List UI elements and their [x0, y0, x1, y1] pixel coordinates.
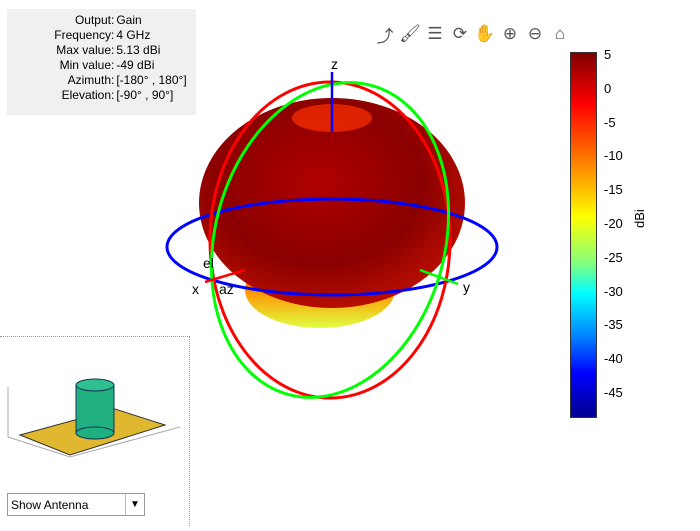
info-value: Gain — [116, 13, 142, 27]
colorbar-tick: -25 — [604, 249, 623, 265]
info-sep: : — [111, 28, 115, 42]
colorbar-tick: -15 — [604, 182, 623, 198]
colorbar-label: dBi — [632, 209, 647, 228]
data-tip-icon[interactable]: ☰ — [427, 24, 443, 43]
info-sep: : — [111, 13, 115, 27]
colorbar-tick: 5 — [604, 47, 612, 62]
y-axis-line — [419, 268, 459, 286]
figure-toolbar: ⤴ 🖌 ☰ ⟳ ✋ ⊕ ⊖ ⌂ — [374, 22, 571, 46]
info-row: Elevation : [-90° , 90°] — [7, 88, 196, 103]
info-value: [-180° , 180°] — [116, 73, 187, 87]
colorbar-tick: -40 — [604, 351, 623, 367]
pattern-main-lobe — [199, 98, 465, 308]
colorbar-tick: -30 — [604, 283, 623, 299]
pattern-info-panel: Output : Gain Frequency : 4 GHz Max value … — [7, 9, 196, 115]
dropdown-value: Show Antenna — [11, 497, 89, 512]
info-key: Frequency — [54, 28, 111, 42]
info-row: Max value : 5.13 dBi — [7, 43, 196, 58]
x-circle — [208, 80, 452, 400]
colorbar-tick: -5 — [604, 114, 616, 130]
colorbar-tick: -35 — [604, 317, 623, 333]
info-row: Min value : -49 dBi — [7, 58, 196, 73]
show-antenna-dropdown[interactable]: Show Antenna ▼ — [7, 493, 145, 516]
info-row: Output : Gain — [7, 13, 196, 28]
zoom-in-icon[interactable]: ⊕ — [502, 24, 518, 43]
colorbar-tick: -10 — [604, 148, 623, 164]
pan-hand-icon[interactable]: ✋ — [474, 24, 496, 43]
elevation-label: el — [203, 255, 214, 271]
antenna-preview — [0, 336, 190, 526]
info-value: 4 GHz — [116, 28, 151, 42]
z-axis-label: z — [331, 56, 338, 72]
x-axis-line — [204, 268, 246, 284]
info-key: Azimuth — [67, 73, 111, 87]
azimuth-label: az — [219, 281, 234, 297]
rotate-export-icon[interactable]: ⤴ — [376, 26, 394, 46]
info-sep: : — [111, 43, 115, 57]
rotate-3d-icon[interactable]: ⟳ — [452, 24, 468, 43]
info-sep: : — [111, 88, 115, 102]
colorbar-tick: 0 — [604, 80, 612, 96]
info-key: Min value — [59, 58, 111, 72]
info-row: Frequency : 4 GHz — [7, 28, 196, 43]
info-key: Output — [74, 13, 111, 27]
colorbar-tick: -20 — [604, 216, 623, 231]
y-axis-label: y — [463, 279, 470, 295]
y-circle — [209, 81, 451, 399]
info-value: 5.13 dBi — [116, 43, 161, 57]
brush-icon[interactable]: 🖌 — [399, 24, 421, 43]
info-key: Elevation — [61, 88, 111, 102]
info-sep: : — [111, 58, 115, 72]
colorbar — [570, 52, 597, 418]
antenna-cylinder — [75, 384, 115, 434]
info-sep: : — [111, 73, 115, 87]
chevron-down-icon[interactable]: ▼ — [125, 494, 144, 515]
home-icon[interactable]: ⌂ — [554, 24, 566, 43]
info-value: -49 dBi — [116, 58, 155, 72]
x-axis-label: x — [192, 281, 199, 297]
info-key: Max value — [56, 43, 111, 57]
info-value: [-90° , 90°] — [116, 88, 174, 102]
info-row: Azimuth : [-180° , 180°] — [7, 73, 196, 88]
colorbar-tick: -45 — [604, 385, 623, 400]
z-circle — [165, 197, 499, 297]
zoom-out-icon[interactable]: ⊖ — [527, 24, 543, 43]
